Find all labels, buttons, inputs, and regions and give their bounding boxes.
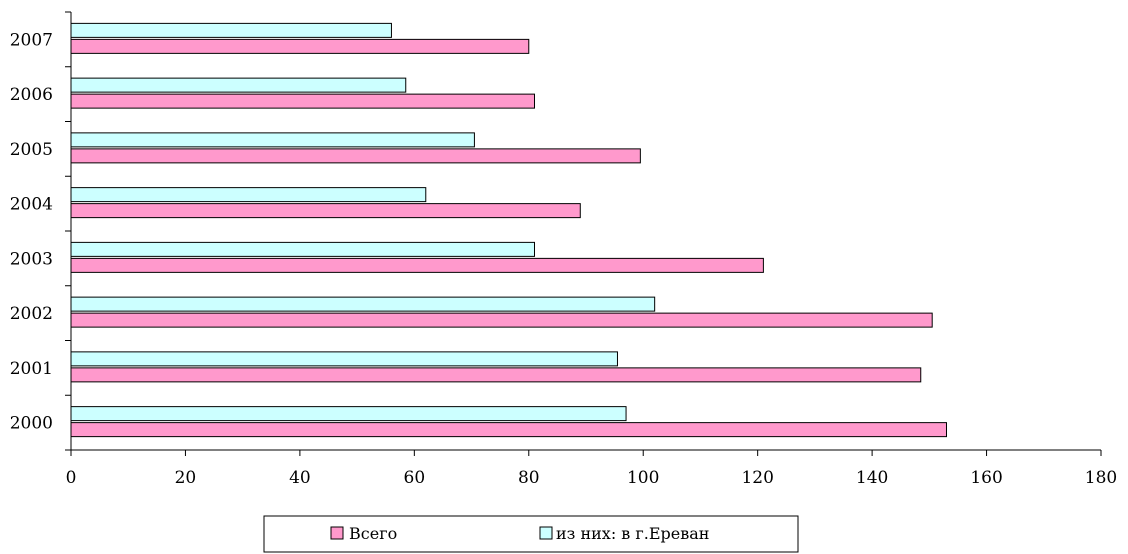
bar-total-2002 xyxy=(70,312,933,328)
chart-legend: Всего из них: в г.Ереван xyxy=(263,515,799,553)
legend-label-total: Всего xyxy=(349,524,397,543)
bar-yerevan-2006 xyxy=(70,77,407,93)
x-tick-label: 20 xyxy=(175,468,197,488)
x-tick-label: 60 xyxy=(404,468,426,488)
y-tick-label: 2000 xyxy=(10,414,53,434)
bar-yerevan-2007 xyxy=(70,22,392,38)
y-tick-label: 2005 xyxy=(10,140,53,160)
legend-swatch-yerevan xyxy=(539,526,553,540)
bar-yerevan-2004 xyxy=(70,187,427,203)
y-tick-label: 2006 xyxy=(10,85,53,105)
x-tick-label: 100 xyxy=(627,468,659,488)
legend-swatch-total xyxy=(330,526,344,540)
x-tick-label: 160 xyxy=(970,468,1002,488)
legend-label-yerevan: из них: в г.Ереван xyxy=(556,524,709,543)
legend-box xyxy=(263,515,799,553)
category-labels: 2000 2001 2002 2003 2004 2005 2006 2007 xyxy=(10,30,53,433)
x-tick-label: 40 xyxy=(289,468,311,488)
bar-total-2000 xyxy=(70,422,947,438)
x-tick-label: 0 xyxy=(66,468,77,488)
value-tick-labels: 0 20 40 60 80 100 120 140 160 180 xyxy=(66,468,1118,488)
y-tick-label: 2002 xyxy=(10,304,53,324)
chart-bars xyxy=(70,22,947,438)
bar-total-2001 xyxy=(70,367,922,383)
y-tick-label: 2003 xyxy=(10,249,53,269)
x-tick-label: 80 xyxy=(518,468,540,488)
x-tick-label: 180 xyxy=(1085,468,1117,488)
y-tick-label: 2004 xyxy=(10,195,53,215)
bar-total-2006 xyxy=(70,93,535,109)
bar-yerevan-2001 xyxy=(70,351,618,367)
bar-total-2003 xyxy=(70,257,764,273)
x-tick-label: 120 xyxy=(741,468,773,488)
y-tick-label: 2001 xyxy=(10,359,53,379)
y-tick-label: 2007 xyxy=(10,30,53,50)
x-tick-label: 140 xyxy=(856,468,888,488)
bar-yerevan-2005 xyxy=(70,132,475,148)
bar-total-2007 xyxy=(70,38,530,54)
bar-yerevan-2003 xyxy=(70,241,535,257)
bar-total-2004 xyxy=(70,203,581,219)
bar-yerevan-2002 xyxy=(70,296,656,312)
bar-total-2005 xyxy=(70,148,641,164)
bar-yerevan-2000 xyxy=(70,406,627,422)
